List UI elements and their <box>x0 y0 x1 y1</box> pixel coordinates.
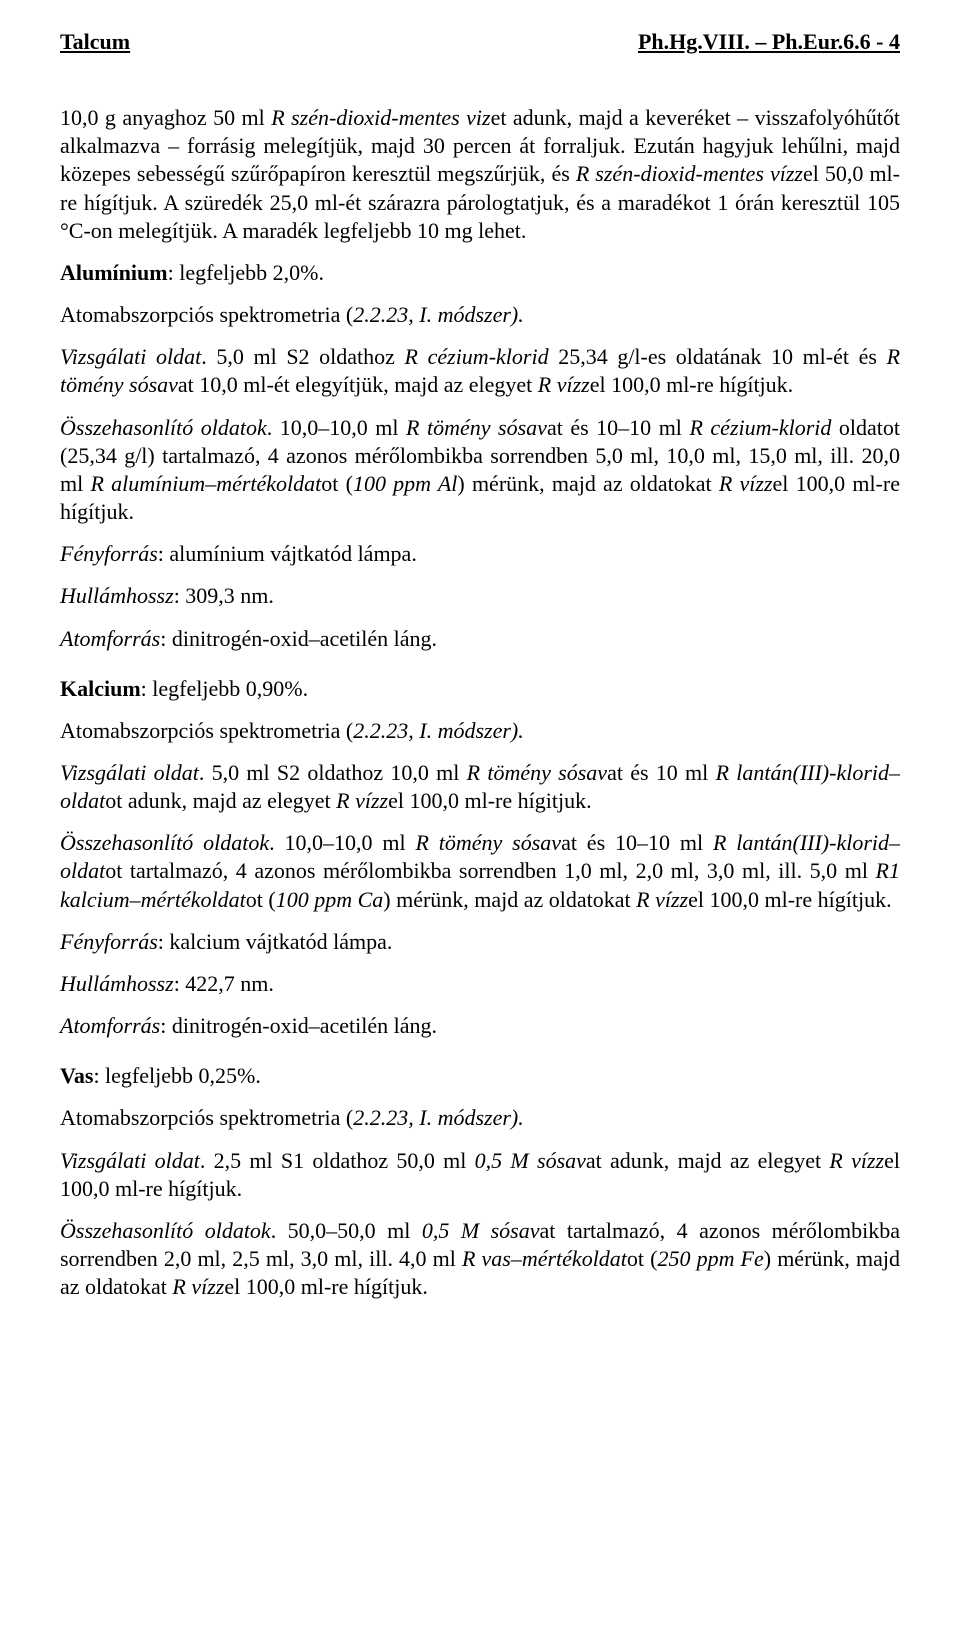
emphasis: R vízz <box>829 1148 884 1173</box>
para-ca-wavelength: Hullámhossz: 422,7 nm. <box>60 970 900 998</box>
text: Atomabszorpciós spektrometria ( <box>60 302 353 327</box>
label: Atomforrás <box>60 1013 160 1038</box>
text: el 100,0 ml-re hígítjuk. <box>590 372 793 397</box>
label: Fényforrás <box>60 541 158 566</box>
text: ot ( <box>321 471 353 496</box>
emphasis: 0,5 M sósav <box>422 1218 540 1243</box>
para-intro: 10,0 g anyaghoz 50 ml R szén-dioxid-ment… <box>60 104 900 245</box>
emphasis: R tömény sósav <box>467 760 607 785</box>
para-al-lightsource: Fényforrás: alumínium vájtkatód lámpa. <box>60 540 900 568</box>
text: el 100,0 ml-re hígitjuk. <box>388 788 591 813</box>
label: Összehasonlító oldatok <box>60 830 269 855</box>
header-left: Talcum <box>60 28 130 56</box>
text: ) mérünk, majd az oldatokat <box>457 471 718 496</box>
emphasis: 250 ppm Fe <box>657 1246 763 1271</box>
text: el 100,0 ml-re hígítjuk. <box>688 887 891 912</box>
text: . 10,0–10,0 ml <box>267 415 406 440</box>
emphasis: R cézium-klorid <box>405 344 549 369</box>
emphasis: R vízz <box>538 372 590 397</box>
text: ) mérünk, majd az oldatokat <box>383 887 636 912</box>
text: . 50,0–50,0 ml <box>271 1218 422 1243</box>
emphasis: R vas–mértékoldat <box>462 1246 627 1271</box>
para-method-al: Atomabszorpciós spektrometria (2.2.23, I… <box>60 301 900 329</box>
emphasis: R tömény sósav <box>406 415 547 440</box>
text: ot adunk, majd az elegyet <box>105 788 336 813</box>
text: . 2,5 ml S1 oldathoz 50,0 ml <box>200 1148 475 1173</box>
label: Atomforrás <box>60 626 160 651</box>
label: Összehasonlító oldatok <box>60 1218 271 1243</box>
text: Atomabszorpciós spektrometria ( <box>60 718 353 743</box>
para-al-wavelength: Hullámhossz: 309,3 nm. <box>60 582 900 610</box>
text: . 5,0 ml S2 oldathoz <box>201 344 404 369</box>
document-page: Talcum Ph.Hg.VIII. – Ph.Eur.6.6 - 4 10,0… <box>0 0 960 1355</box>
para-al-atomsource: Atomforrás: dinitrogén-oxid–acetilén lán… <box>60 625 900 653</box>
emphasis: 2.2.23, I. módszer). <box>353 718 524 743</box>
para-ca-reference-solutions: Összehasonlító oldatok. 10,0–10,0 ml R t… <box>60 829 900 913</box>
text: ot ( <box>627 1246 658 1271</box>
emphasis: R cézium-klorid <box>689 415 831 440</box>
emphasis: 2.2.23, I. módszer). <box>353 302 524 327</box>
text: Atomabszorpciós spektrometria ( <box>60 1105 353 1130</box>
text: : dinitrogén-oxid–acetilén láng. <box>160 626 437 651</box>
emphasis: R vízz <box>719 471 773 496</box>
text: at és 10–10 ml <box>547 415 690 440</box>
para-iron-heading: Vas: legfeljebb 0,25%. <box>60 1062 900 1090</box>
header-right: Ph.Hg.VIII. – Ph.Eur.6.6 - 4 <box>638 28 900 56</box>
para-ca-lightsource: Fényforrás: kalcium vájtkatód lámpa. <box>60 928 900 956</box>
text: el 100,0 ml-re hígítjuk. <box>224 1274 427 1299</box>
para-fe-test-solution: Vizsgálati oldat. 2,5 ml S1 oldathoz 50,… <box>60 1147 900 1203</box>
text: ot tartalmazó, 4 azonos mérőlombikba sor… <box>105 858 875 883</box>
emphasis: R vízz <box>636 887 688 912</box>
label: Hullámhossz <box>60 971 174 996</box>
emphasis: R vízz <box>172 1274 224 1299</box>
text: at és 10–10 ml <box>561 830 713 855</box>
text: : dinitrogén-oxid–acetilén láng. <box>160 1013 437 1038</box>
page-header: Talcum Ph.Hg.VIII. – Ph.Eur.6.6 - 4 <box>60 28 900 56</box>
para-al-test-solution: Vizsgálati oldat. 5,0 ml S2 oldathoz R c… <box>60 343 900 399</box>
text: . 10,0–10,0 ml <box>269 830 415 855</box>
emphasis: R vízz <box>336 788 388 813</box>
emphasis: 0,5 M sósav <box>475 1148 586 1173</box>
para-method-fe: Atomabszorpciós spektrometria (2.2.23, I… <box>60 1104 900 1132</box>
label: Vizsgálati oldat <box>60 1148 200 1173</box>
term: Kalcium <box>60 676 141 701</box>
text: . 5,0 ml S2 oldathoz 10,0 ml <box>199 760 467 785</box>
term: Alumínium <box>60 260 168 285</box>
text: : legfeljebb 2,0%. <box>168 260 324 285</box>
text: at adunk, majd az elegyet <box>586 1148 830 1173</box>
emphasis: 2.2.23, I. módszer). <box>353 1105 524 1130</box>
emphasis: R szén-dioxid-mentes vízz <box>576 161 803 186</box>
text: at és 10 ml <box>607 760 716 785</box>
para-method-ca: Atomabszorpciós spektrometria (2.2.23, I… <box>60 717 900 745</box>
emphasis: R alumínium–mértékoldat <box>90 471 321 496</box>
text: 25,34 g/l-es oldatának 10 ml-ét és <box>549 344 887 369</box>
para-aluminium-heading: Alumínium: legfeljebb 2,0%. <box>60 259 900 287</box>
para-ca-atomsource: Atomforrás: dinitrogén-oxid–acetilén lán… <box>60 1012 900 1040</box>
text: 10,0 g anyaghoz 50 ml <box>60 105 271 130</box>
text: : legfeljebb 0,90%. <box>141 676 308 701</box>
label: Vizsgálati oldat <box>60 760 199 785</box>
para-calcium-heading: Kalcium: legfeljebb 0,90%. <box>60 675 900 703</box>
text: : 422,7 nm. <box>174 971 274 996</box>
term: Vas <box>60 1063 93 1088</box>
emphasis: 100 ppm Al <box>353 471 457 496</box>
para-fe-reference-solutions: Összehasonlító oldatok. 50,0–50,0 ml 0,5… <box>60 1217 900 1301</box>
para-al-reference-solutions: Összehasonlító oldatok. 10,0–10,0 ml R t… <box>60 414 900 527</box>
label: Hullámhossz <box>60 583 174 608</box>
text: : kalcium vájtkatód lámpa. <box>158 929 393 954</box>
text: : alumínium vájtkatód lámpa. <box>158 541 417 566</box>
text: : legfeljebb 0,25%. <box>93 1063 260 1088</box>
text: : 309,3 nm. <box>174 583 274 608</box>
text: ot ( <box>246 887 276 912</box>
label: Összehasonlító oldatok <box>60 415 267 440</box>
text: at 10,0 ml-ét elegyítjük, majd az elegye… <box>178 372 538 397</box>
label: Fényforrás <box>60 929 158 954</box>
para-ca-test-solution: Vizsgálati oldat. 5,0 ml S2 oldathoz 10,… <box>60 759 900 815</box>
emphasis: 100 ppm Ca <box>276 887 384 912</box>
emphasis: R szén-dioxid-mentes viz <box>271 105 490 130</box>
label: Vizsgálati oldat <box>60 344 201 369</box>
emphasis: R tömény sósav <box>415 830 561 855</box>
